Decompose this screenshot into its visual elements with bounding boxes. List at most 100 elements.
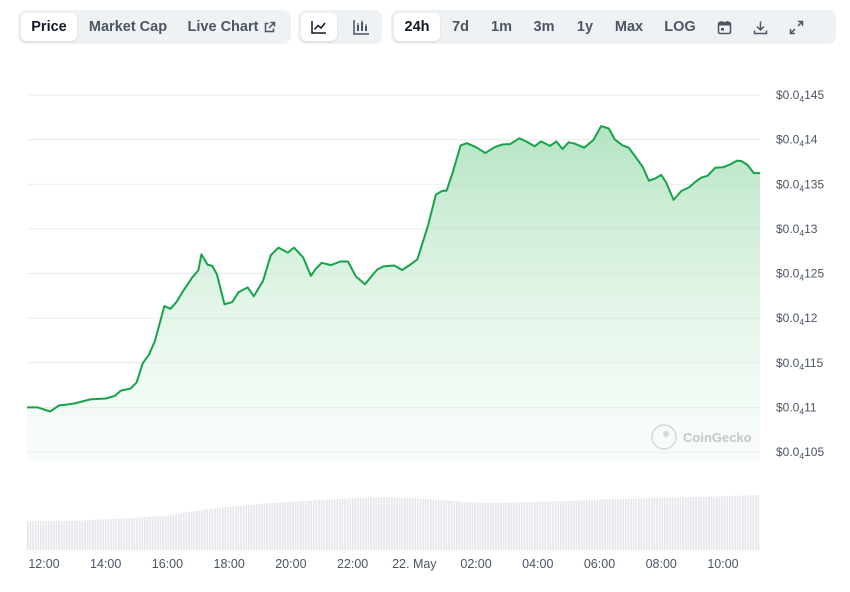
volume-bar — [580, 500, 583, 550]
volume-bar — [365, 497, 367, 550]
volume-bar — [726, 495, 729, 550]
download-button[interactable] — [742, 13, 778, 41]
volume-bar — [487, 502, 489, 550]
volume-bar — [144, 517, 146, 550]
range-3m[interactable]: 3m — [522, 13, 566, 41]
volume-bar — [630, 498, 632, 550]
volume-bar — [175, 514, 177, 550]
volume-bar — [588, 499, 591, 550]
volume-bar — [157, 516, 159, 550]
volume-bar — [47, 521, 50, 550]
line-chart-button[interactable] — [301, 13, 337, 41]
volume-bar — [471, 502, 474, 550]
range-24h[interactable]: 24h — [394, 13, 440, 41]
y-tick-digits: 145 — [804, 88, 824, 102]
volume-bar — [687, 497, 690, 550]
volume-bar — [331, 499, 333, 550]
volume-bar — [219, 507, 222, 550]
y-tick-prefix: $0.0 — [776, 133, 800, 147]
volume-bar — [744, 495, 747, 550]
candlestick-chart-button[interactable] — [343, 13, 379, 41]
volume-bar — [354, 498, 357, 550]
x-tick-label: 08:00 — [646, 557, 677, 571]
tab-live-chart[interactable]: Live Chart — [179, 13, 285, 41]
volume-bar — [643, 498, 645, 550]
volume-bar — [440, 500, 443, 550]
volume-bar — [443, 500, 445, 550]
y-tick-digits: 11 — [804, 400, 817, 414]
x-tick-label: 22. May — [392, 557, 437, 571]
volume-bar — [328, 499, 331, 550]
volume-bar — [484, 502, 487, 550]
volume-bar — [357, 498, 359, 550]
volume-bar — [619, 499, 622, 550]
y-tick-prefix: $0.0 — [776, 356, 800, 370]
volume-bar — [370, 497, 372, 550]
volume-bar — [422, 498, 424, 550]
volume-bar — [664, 497, 666, 550]
range-1y[interactable]: 1y — [566, 13, 604, 41]
date-range-button[interactable] — [706, 13, 742, 41]
volume-bar — [492, 502, 495, 550]
y-tick-label: $0.0414 — [776, 133, 818, 149]
volume-bar — [375, 497, 378, 550]
x-tick-label: 18:00 — [214, 557, 245, 571]
fullscreen-button[interactable] — [778, 13, 814, 41]
volume-bar — [149, 516, 151, 550]
volume-bar — [320, 500, 323, 550]
volume-bar — [372, 497, 375, 550]
range-7d[interactable]: 7d — [440, 13, 481, 41]
volume-bar — [398, 497, 401, 550]
volume-bar — [313, 500, 315, 550]
log-scale-toggle[interactable]: LOG — [654, 13, 706, 41]
volume-bar — [729, 495, 731, 550]
volume-bar — [414, 498, 417, 550]
volume-bar — [214, 508, 216, 550]
volume-bar — [385, 497, 388, 550]
metric-tab-group: Price Market Cap Live Chart — [18, 10, 291, 44]
y-tick-digits: 12 — [804, 311, 818, 325]
volume-bar — [315, 500, 318, 550]
y-tick-prefix: $0.0 — [776, 445, 800, 459]
volume-bar — [211, 508, 214, 550]
volume-bar — [617, 499, 619, 550]
volume-bar — [554, 501, 557, 550]
volume-bar — [747, 495, 749, 550]
y-tick-label: $0.0411 — [776, 400, 817, 416]
volume-bar — [170, 514, 172, 550]
volume-bar — [162, 515, 164, 550]
volume-bar — [344, 498, 346, 550]
volume-bar — [570, 500, 573, 550]
volume-bar — [708, 496, 710, 550]
volume-bar — [461, 501, 463, 550]
y-tick-prefix: $0.0 — [776, 400, 800, 414]
volume-bar — [188, 512, 190, 550]
download-icon — [753, 20, 768, 35]
volume-bar — [710, 496, 713, 550]
volume-bar — [263, 503, 266, 550]
volume-bar — [190, 511, 193, 550]
volume-bar — [396, 497, 398, 550]
volume-bar — [734, 495, 736, 550]
volume-bar — [128, 517, 131, 550]
volume-bar — [380, 497, 383, 550]
volume-bar — [573, 500, 575, 550]
y-tick-digits: 135 — [804, 177, 824, 191]
volume-bar — [757, 495, 760, 550]
volume-bar — [435, 499, 437, 550]
range-max[interactable]: Max — [604, 13, 654, 41]
volume-bar — [55, 521, 58, 550]
volume-bar — [131, 517, 133, 550]
volume-bar — [690, 497, 692, 550]
tab-price[interactable]: Price — [21, 13, 77, 41]
volume-bar — [276, 502, 279, 550]
volume-bar — [266, 503, 268, 550]
volume-bar — [645, 498, 648, 550]
calendar-icon — [717, 20, 732, 35]
tab-market-cap[interactable]: Market Cap — [77, 13, 179, 41]
volume-bar — [500, 502, 502, 550]
x-tick-label: 20:00 — [275, 557, 306, 571]
range-1m[interactable]: 1m — [481, 13, 522, 41]
volume-bar — [627, 498, 630, 550]
